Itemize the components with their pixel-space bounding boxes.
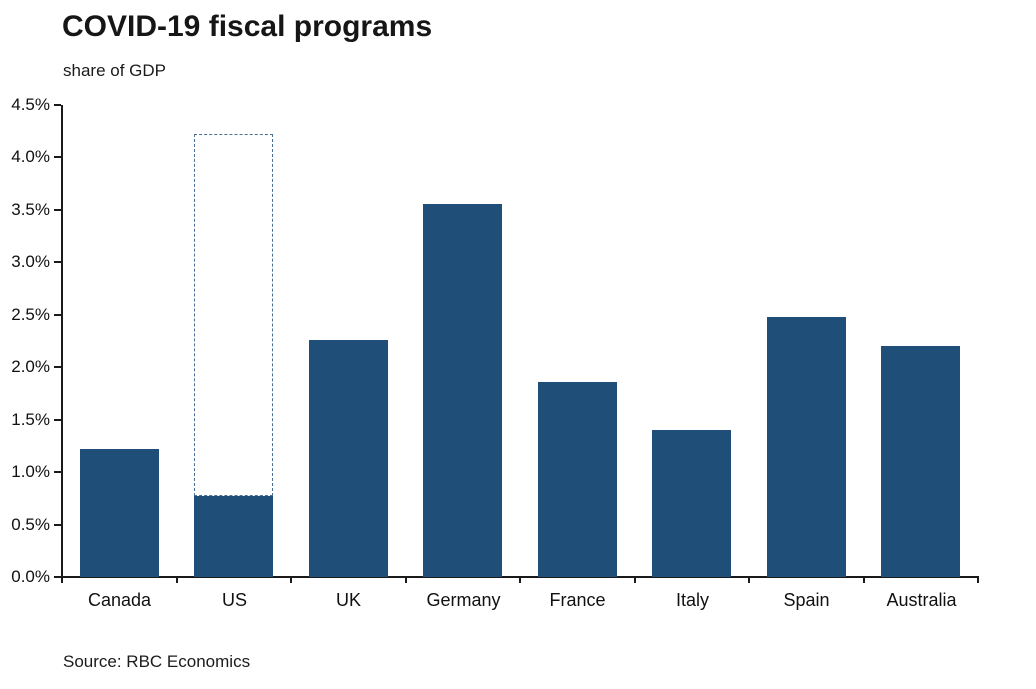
bar-germany — [423, 203, 502, 577]
bar-australia — [881, 346, 960, 577]
y-axis-tick — [54, 208, 61, 211]
x-axis-tick — [862, 577, 865, 583]
y-axis-tick-label: 1.0% — [11, 462, 50, 482]
x-axis-label-canada: Canada — [87, 590, 152, 610]
y-axis-tick-label: 2.0% — [11, 357, 50, 377]
bar-us — [194, 496, 273, 577]
y-axis-tick-label: 4.5% — [11, 95, 50, 114]
x-axis-label-france: France — [549, 590, 606, 610]
x-axis-label-italy: Italy — [675, 590, 709, 610]
y-axis-tick — [54, 313, 61, 316]
y-axis-tick — [54, 523, 61, 526]
y-axis-tick — [54, 576, 61, 578]
x-axis-tick — [519, 577, 521, 583]
y-axis-tick — [54, 104, 61, 106]
bar-spain — [767, 316, 846, 577]
x-axis-label-spain: Spain — [783, 590, 830, 610]
y-axis-tick-label: 0.5% — [11, 514, 50, 534]
chart-subtitle: share of GDP — [63, 61, 166, 80]
chart-source: Source: RBC Economics — [63, 652, 251, 671]
bar-uk — [309, 339, 388, 577]
y-axis-tick-label: 3.0% — [11, 252, 50, 272]
x-axis-tick — [61, 577, 63, 583]
x-axis-tick — [290, 577, 292, 583]
bar-canada — [80, 449, 159, 577]
x-axis-label-uk: UK — [335, 590, 361, 610]
bar-italy — [652, 430, 731, 577]
y-axis-tick — [54, 418, 61, 421]
y-axis-tick-label: 2.5% — [11, 304, 50, 324]
y-axis-tick-label: 3.5% — [11, 199, 50, 219]
y-axis-tick-label: 4.0% — [11, 147, 50, 167]
x-axis-tick — [175, 577, 178, 583]
bar-france — [538, 381, 617, 577]
x-axis-label-germany: Germany — [426, 590, 501, 610]
y-axis-tick — [54, 366, 61, 369]
y-axis-line — [61, 105, 63, 577]
x-axis-tick — [748, 577, 750, 583]
x-axis-label-australia: Australia — [886, 590, 957, 610]
y-axis-tick — [54, 261, 61, 264]
x-axis-tick — [633, 577, 636, 583]
dashed-outline-us — [194, 134, 273, 497]
y-axis-tick — [54, 471, 61, 474]
y-axis-tick-label: 1.5% — [11, 409, 50, 429]
x-axis-tick — [404, 577, 407, 583]
x-axis-label-us: US — [221, 590, 247, 610]
chart-title: COVID-19 fiscal programs — [62, 10, 433, 43]
x-axis-tick — [977, 577, 979, 583]
y-axis-tick-label: 0.0% — [11, 567, 50, 586]
y-axis-tick — [54, 156, 61, 159]
